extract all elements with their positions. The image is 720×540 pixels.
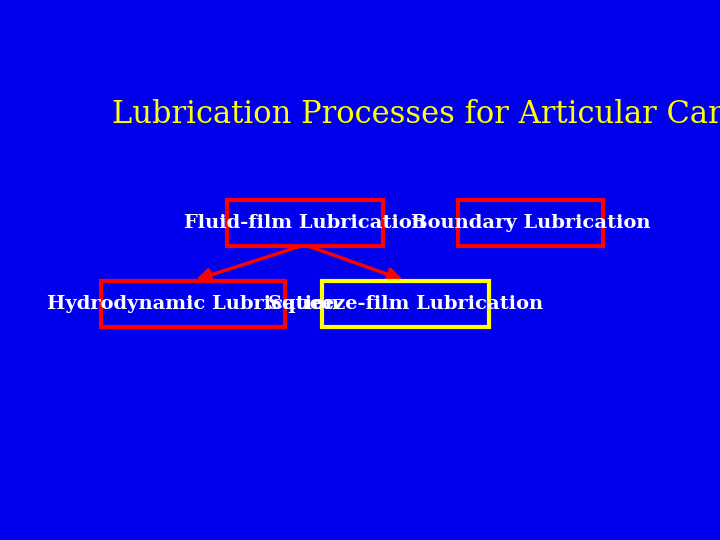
Text: Squeeze-film Lubrication: Squeeze-film Lubrication [268,295,543,313]
Bar [101,281,285,327]
Bar [227,200,383,246]
Text: Hydrodynamic Lubrication: Hydrodynamic Lubrication [48,295,339,313]
Text: Lubrication Processes for Articular Cartilage: Lubrication Processes for Articular Cart… [112,99,720,130]
Text: Fluid-film Lubrication: Fluid-film Lubrication [184,214,426,232]
Bar [322,281,489,327]
Bar [459,200,603,246]
Text: Boundary Lubrication: Boundary Lubrication [411,214,651,232]
